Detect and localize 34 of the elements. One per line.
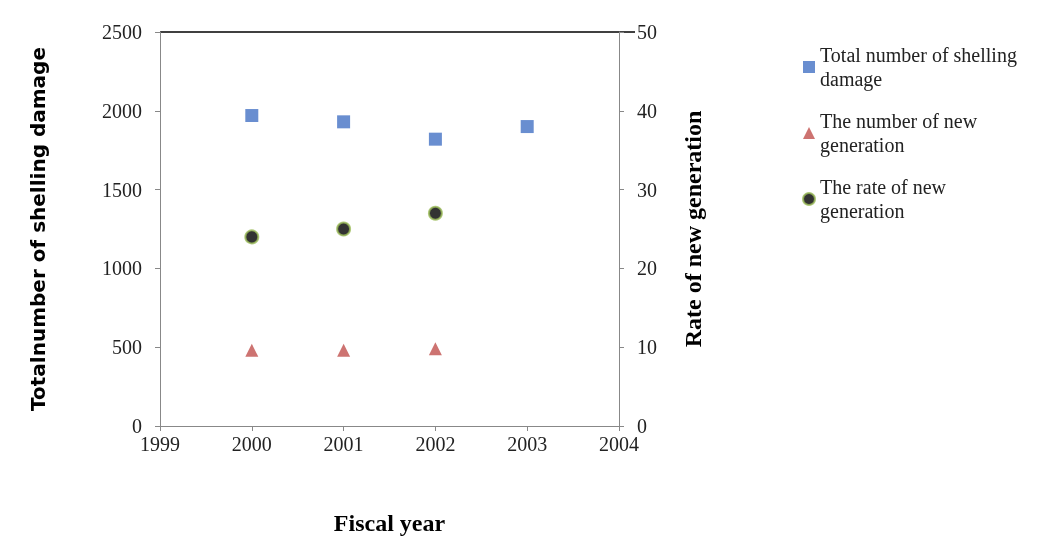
- y-axis-title: Totalnumber of shelling damage: [26, 47, 50, 411]
- x-tick-label: 2003: [507, 433, 548, 455]
- y2-tick-label: 10: [637, 336, 657, 359]
- y-tick-label: 0: [132, 415, 142, 437]
- point: [428, 132, 442, 146]
- x-tick-label: 2001: [323, 433, 364, 455]
- y-tick-label: 1500: [102, 178, 142, 201]
- legend-label: Total number of shelling damage: [820, 44, 1022, 91]
- x-axis-title: Fiscal year: [333, 510, 446, 536]
- y-tick-label: 500: [112, 336, 142, 359]
- y2-tick-label: 40: [637, 99, 657, 122]
- point: [336, 221, 352, 237]
- x-tick-label: 2002: [415, 433, 456, 455]
- x-tick-label: 1999: [140, 433, 180, 455]
- y2-axis-title: Rate of new generation: [680, 110, 706, 348]
- y2-tick-label: 30: [637, 178, 657, 201]
- point: [427, 205, 443, 221]
- point: [337, 115, 351, 129]
- x-tick-label: 2000: [231, 433, 272, 455]
- x-tick-label: 2004: [599, 433, 639, 455]
- point: [337, 343, 351, 357]
- y-tick-label: 2500: [102, 21, 142, 43]
- point: [520, 120, 534, 134]
- y2-tick-label: 20: [637, 257, 657, 280]
- point: [244, 229, 260, 245]
- point: [245, 109, 259, 123]
- point: [428, 342, 442, 356]
- y2-tick-label: 0: [637, 415, 647, 437]
- y-tick-label: 1000: [102, 257, 142, 280]
- legend-label: The number of new generation: [820, 110, 983, 157]
- y2-tick-label: 50: [637, 21, 657, 43]
- point: [245, 343, 259, 357]
- legend-label: The rate of new generation: [820, 176, 952, 223]
- y-tick-label: 2000: [102, 99, 142, 122]
